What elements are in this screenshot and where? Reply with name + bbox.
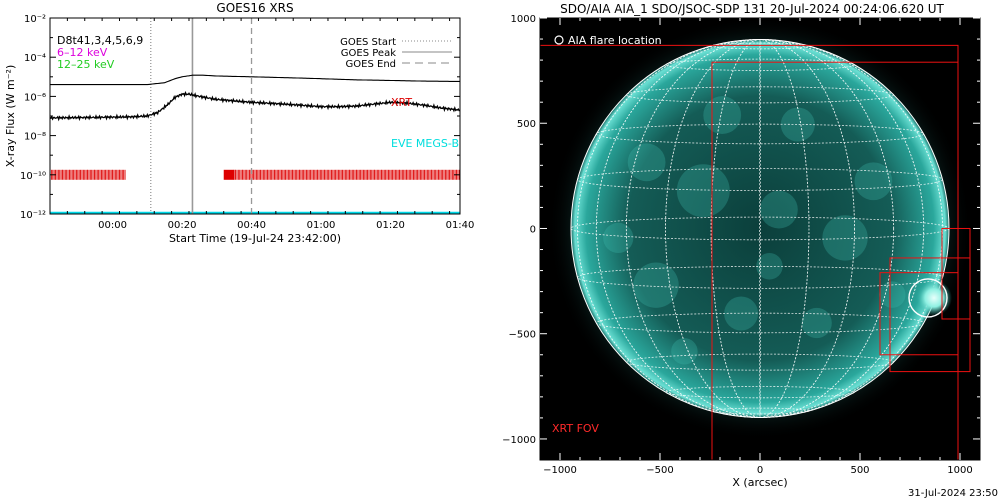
- flare-brightening: [916, 279, 952, 316]
- aia-y-tick-label: 1000: [511, 14, 536, 25]
- active-region-blob: [756, 253, 783, 280]
- goes-plot: GOES16 XRS 00:00 00:20 00:40 01:00 01:20 01:4…: [4, 1, 474, 245]
- goes-energy-label: D8t41,3,4,5,6,9: [57, 34, 143, 47]
- goes-annotations: XRT EVE MEGS-B: [391, 96, 459, 150]
- goes-energy-label: 6–12 keV: [57, 46, 108, 59]
- goes-y-tick-label: 10⁻⁴: [24, 53, 46, 64]
- goes-legend-label: GOES Peak: [341, 48, 396, 59]
- aia-x-tick-label: −1000: [543, 465, 577, 476]
- aia-axes: −1000 −500 0 500 1000 1000 500 0 −500 −1000: [502, 14, 980, 476]
- goes-short-channel-line: [50, 90, 460, 122]
- aia-y-tick-label: 500: [517, 119, 536, 130]
- goes-x-tick-label: 01:20: [376, 220, 405, 231]
- goes-y-tick-label: 10⁻¹⁰: [20, 171, 46, 182]
- active-region-blob: [627, 143, 666, 182]
- footer-timestamp: 31-Jul-2024 23:50: [908, 488, 998, 499]
- active-region-blob: [854, 162, 893, 201]
- aia-flare-legend: AIA flare location: [554, 34, 662, 47]
- aia-y-tick-label: −1000: [502, 435, 536, 446]
- solar-disk: [571, 39, 949, 418]
- goes-y-axis-label: X-ray Flux (W m⁻²): [4, 65, 17, 167]
- xrt-annotation: XRT: [391, 96, 412, 109]
- goes-x-tick-label: 00:40: [237, 220, 266, 231]
- goes-data-layer: [50, 18, 460, 214]
- flare-location-circle: [908, 278, 948, 318]
- aia-image-panel: SDO/AIA AIA_1 SDO/JSOC-SDP 131 20-Jul-20…: [502, 2, 981, 489]
- goes-plot-title: GOES16 XRS: [216, 1, 293, 15]
- aia-flare-legend-label: AIA flare location: [568, 34, 662, 47]
- active-region-blob: [724, 296, 759, 331]
- aia-y-tick-label: 0: [530, 224, 536, 235]
- goes-x-tick-label: 01:00: [307, 220, 336, 231]
- active-region-blob: [633, 262, 679, 308]
- goes-axes: 00:00 00:20 00:40 01:00 01:20 01:40 10⁻¹² 10⁻¹⁰…: [20, 14, 474, 231]
- goes-x-tick-label: 00:00: [98, 220, 127, 231]
- aia-x-tick-label: −500: [646, 465, 673, 476]
- aia-x-tick-label: 1000: [947, 465, 972, 476]
- xrt-coverage-segment: [223, 169, 235, 180]
- aia-y-tick-label: −500: [509, 330, 536, 341]
- longitude-line: [625, 39, 895, 418]
- goes-x-axis-label: Start Time (19-Jul-24 23:42:00): [169, 232, 341, 245]
- active-region-blob: [822, 215, 868, 261]
- goes-y-tick-label: 10⁻⁶: [24, 92, 46, 103]
- active-region-blob: [760, 190, 798, 229]
- xrt-coverage-segment: [50, 169, 126, 180]
- goes-legend-label: GOES Start: [340, 37, 396, 48]
- aia-image-layer: [540, 18, 972, 460]
- xrt-fov-box: [941, 227, 971, 320]
- active-region-blob: [780, 107, 815, 142]
- aia-x-axis-label: X (arcsec): [732, 476, 787, 489]
- active-region-blob: [671, 338, 698, 365]
- aia-image-title: SDO/AIA AIA_1 SDO/JSOC-SDP 131 20-Jul-20…: [560, 2, 944, 16]
- goes-long-channel-line: [50, 74, 460, 86]
- active-region-blob: [801, 307, 832, 339]
- eve-megs-annotation: EVE MEGS-B: [391, 137, 459, 150]
- goes-x-tick-label: 01:40: [446, 220, 475, 231]
- goes-energy-label: 12–25 keV: [57, 58, 115, 71]
- aia-x-tick-label: 0: [757, 465, 763, 476]
- active-region-blob: [879, 281, 906, 308]
- xrt-coverage-block: [223, 169, 235, 180]
- xrt-coverage-segment: [233, 169, 460, 180]
- goes-y-tick-label: 10⁻²: [24, 14, 46, 25]
- goes-legend-label: GOES End: [346, 59, 396, 70]
- xrt-fov-box: [879, 272, 959, 356]
- goes-y-tick-label: 10⁻¹²: [20, 210, 46, 221]
- flare-location-marker-icon: [554, 35, 564, 45]
- aia-x-tick-label: 500: [850, 465, 869, 476]
- xrt-fov-label: XRT FOV: [552, 422, 599, 435]
- active-region-blob: [603, 222, 634, 254]
- active-region-blob: [676, 164, 730, 218]
- goes-y-tick-label: 10⁻⁸: [24, 132, 46, 143]
- goes-x-tick-label: 00:20: [168, 220, 197, 231]
- disk-texture: [603, 96, 906, 365]
